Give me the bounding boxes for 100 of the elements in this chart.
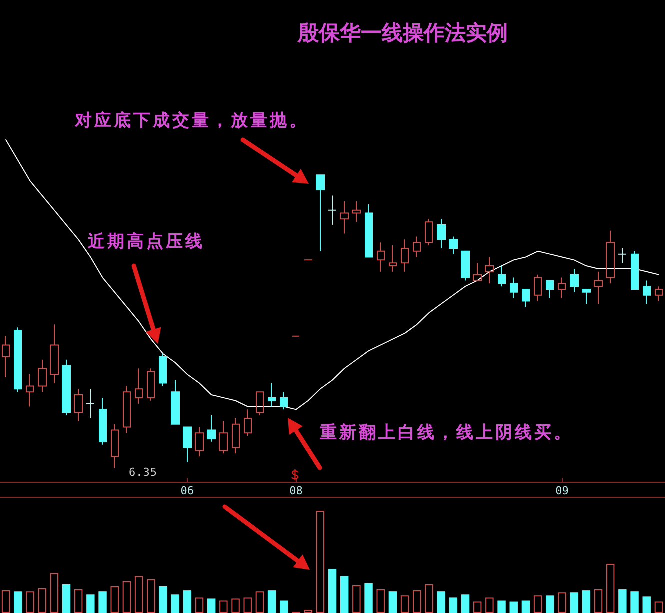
candlestick [219,420,228,454]
candlestick [594,271,603,305]
candlestick [111,424,119,469]
candlestick [473,262,482,282]
candlestick [570,268,579,293]
candlestick [618,248,627,264]
bar [642,596,651,613]
bar [147,579,156,613]
bar [86,594,95,613]
candlestick [135,368,143,404]
bar [570,592,578,613]
x-tick-label: 09 [556,484,569,498]
candlestick [606,230,615,284]
candlestick [510,277,518,299]
candlestick [159,353,167,387]
bar [183,590,192,613]
bar [388,592,398,613]
candlestick [183,426,192,463]
bar [207,598,216,613]
candlestick [352,201,361,223]
bar [159,586,168,613]
bar [364,583,373,613]
bar [654,602,664,613]
bar [425,584,434,613]
candlestick [256,392,264,416]
text: 对应底下成交量，放量抛。 [75,111,309,131]
bar [328,569,337,613]
bar [74,590,83,613]
candlestick [171,380,180,425]
bar [630,592,639,613]
candlestick [365,204,373,258]
candlestick [232,418,240,454]
bar [110,586,119,613]
candlestick [631,250,639,290]
candlestick [461,250,470,282]
x-tick-label: 08 [290,484,303,498]
candlestick [425,218,433,246]
candlestick [38,359,47,393]
annotation: 重新翻上白线，线上阴线买。 [320,423,574,443]
bar [134,576,144,613]
candlestick [2,336,10,378]
candlestick [14,327,22,393]
candlestick [99,397,107,446]
candlestick [86,388,95,419]
chart-title: 殷保华一线操作法实例 [298,21,508,46]
bar [98,592,107,613]
candlestick [268,382,276,408]
bar [14,592,22,613]
candlestick [147,368,155,402]
candlestick [498,266,506,288]
candlestick [74,388,83,422]
candlestick [522,288,530,308]
candlestick [123,386,131,434]
candlestick [558,277,566,299]
x-tick-label: 06 [180,484,194,498]
bar [473,602,482,613]
bar [582,590,591,613]
candlestick [582,288,591,305]
bar [2,590,10,613]
bar [522,600,530,613]
bar [304,610,312,613]
bar [195,598,204,613]
bar [376,590,385,613]
candlestick [485,256,494,284]
bar [498,600,506,613]
bar [50,573,59,613]
candlestick [207,415,216,442]
bar [256,592,264,613]
bar [449,598,458,613]
bar [534,596,542,613]
candlestick [280,392,288,410]
bar [606,564,615,613]
bar [461,594,470,613]
annotation: 近期高点压线 [88,232,205,252]
bar [340,576,349,613]
bar [280,600,288,613]
candlestick [50,324,59,384]
candlestick [655,286,663,302]
candlestick [546,280,554,299]
bar [400,596,410,613]
bar [122,581,132,613]
candlestick [401,239,409,272]
bar [38,588,46,613]
bar [413,590,422,613]
bar [618,590,627,613]
bar [244,598,252,613]
candlestick [449,236,458,255]
bar [26,592,34,613]
annotation: 6.35 [129,466,158,480]
bar [220,600,228,613]
candlestick [389,245,397,272]
candlestick [195,426,204,458]
bar [510,602,518,613]
candlestick [534,274,542,302]
candlestick [244,409,252,437]
bar [232,598,240,613]
candlestick [340,201,349,234]
bar [352,585,361,613]
bar [437,592,446,613]
candlestick [377,242,385,272]
